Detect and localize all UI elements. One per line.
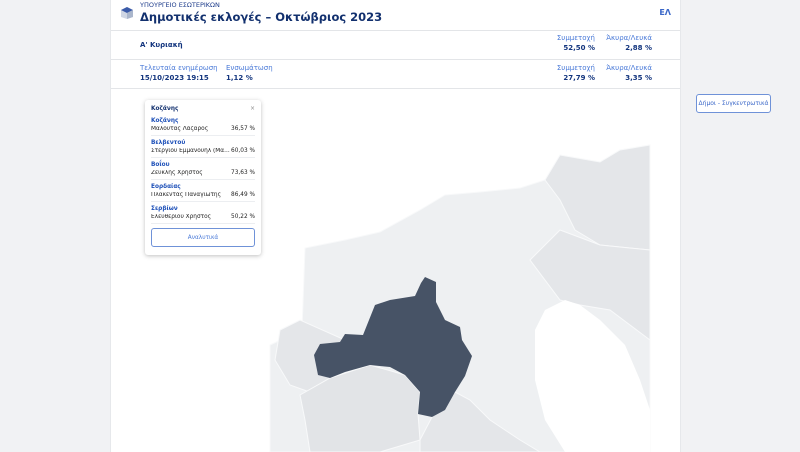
candidate-pct: 60,03 %	[231, 148, 255, 154]
turnout-value: 27,79 %	[563, 74, 595, 82]
counted-value: 1,12 %	[226, 74, 253, 82]
updated-label: Τελευταία ενημέρωση	[140, 64, 218, 72]
turnout-label: Συμμετοχή	[556, 64, 595, 72]
map-region-selected[interactable]	[314, 277, 472, 417]
candidate-name: Στεργίου Εμμανουήλ (Μα...	[151, 148, 230, 154]
header: ΥΠΟΥΡΓΕΙΟ ΕΣΩΤΕΡΙΚΩΝ Δημοτικές εκλογές –…	[111, 0, 680, 31]
municipality-name: Βελβεντού	[151, 140, 186, 146]
ministry-name: ΥΠΟΥΡΓΕΙΟ ΕΣΩΤΕΡΙΚΩΝ	[140, 1, 220, 9]
round-row: Α' Κυριακή Συμμετοχή 52,50 % Άκυρα/Λευκά…	[111, 31, 680, 60]
popup-title: Κοζάνης	[151, 106, 179, 112]
language-toggle[interactable]: ΕΛ	[659, 8, 671, 17]
candidate-name: Πλακεντάς Παναγιώτης	[151, 192, 222, 198]
candidate-pct: 50,22 %	[231, 214, 255, 220]
list-item[interactable]: Βελβεντού Στεργίου Εμμανουήλ (Μα... 60,03 …	[151, 140, 255, 158]
candidate-pct: 36,57 %	[231, 126, 255, 132]
turnout-label: Συμμετοχή	[556, 34, 595, 42]
invalid-label: Άκυρα/Λευκά	[606, 64, 652, 72]
summary-button[interactable]: Δήμοι - Συγκεντρωτικά	[696, 94, 771, 113]
municipality-name: Εορδαίας	[151, 184, 181, 190]
municipality-name: Σερβίων	[151, 206, 178, 212]
close-icon[interactable]: ×	[250, 106, 255, 112]
counted-label: Ενσωμάτωση	[226, 64, 273, 72]
list-item[interactable]: Βοΐου Ζευκλής Χρήστος 73,63 %	[151, 162, 255, 180]
candidate-name: Μαλούτας Λάζαρος	[151, 126, 209, 132]
list-item[interactable]: Κοζάνης Μαλούτας Λάζαρος 36,57 %	[151, 118, 255, 136]
ballot-box-icon	[121, 7, 133, 19]
map-region[interactable]	[419, 391, 541, 452]
map-region[interactable]	[544, 144, 651, 251]
updated-value: 15/10/2023 19:15	[140, 74, 209, 82]
map-sea	[535, 300, 650, 452]
candidate-name: Ζευκλής Χρήστος	[151, 170, 203, 176]
invalid-value: 2,88 %	[625, 44, 652, 52]
status-row: Τελευταία ενημέρωση 15/10/2023 19:15 Ενσ…	[111, 60, 680, 89]
round-label[interactable]: Α' Κυριακή	[140, 41, 183, 49]
region-popup: Κοζάνης × Κοζάνης Μαλούτας Λάζαρος 36,57 % …	[145, 100, 261, 255]
turnout-value: 52,50 %	[563, 44, 595, 52]
invalid-value: 3,35 %	[625, 74, 652, 82]
municipality-name: Κοζάνης	[151, 118, 179, 124]
details-button[interactable]: Αναλυτικά	[151, 228, 255, 247]
list-item[interactable]: Σερβίων Ελευθερίου Χρήστος 50,22 %	[151, 206, 255, 224]
municipality-name: Βοΐου	[151, 162, 170, 168]
list-item[interactable]: Εορδαίας Πλακεντάς Παναγιώτης 86,49 %	[151, 184, 255, 202]
candidate-pct: 86,49 %	[231, 192, 255, 198]
candidate-name: Ελευθερίου Χρήστος	[151, 214, 212, 220]
page-title: Δημοτικές εκλογές – Οκτώβριος 2023	[140, 10, 383, 24]
candidate-pct: 73,63 %	[231, 170, 255, 176]
invalid-label: Άκυρα/Λευκά	[606, 34, 652, 42]
